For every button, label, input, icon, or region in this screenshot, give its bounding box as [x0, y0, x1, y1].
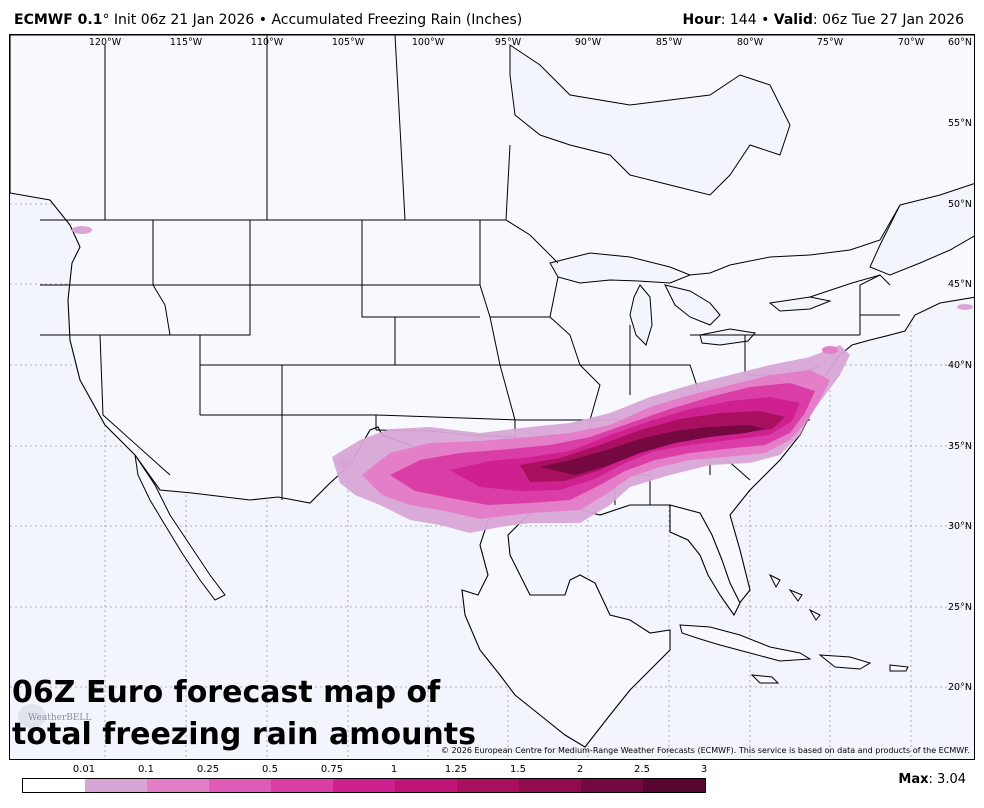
- lat-label: 45°N: [948, 279, 972, 290]
- fzra-spot: [72, 226, 92, 234]
- caption-line-2: total freezing rain amounts: [12, 717, 476, 752]
- lat-label: 50°N: [948, 199, 972, 210]
- legend-tick-label: 1.5: [510, 764, 526, 775]
- legend-swatch: [457, 779, 519, 792]
- product-name: Accumulated Freezing Rain (Inches): [271, 12, 523, 28]
- max-value: Max: 3.04: [898, 772, 966, 787]
- map-title: ECMWF 0.1° Init 06z 21 Jan 2026 • Accumu…: [14, 12, 522, 28]
- legend-swatches: [22, 778, 706, 793]
- lon-label: 70°W: [898, 37, 925, 48]
- fzra-spot: [957, 304, 973, 310]
- legend-tick-label: 0.1: [138, 764, 154, 775]
- legend-swatch: [643, 779, 705, 792]
- political-borders: [40, 35, 901, 515]
- map-caption: 06Z Euro forecast map of total freezing …: [12, 672, 476, 756]
- legend-tick-label: 2.5: [634, 764, 650, 775]
- legend-swatch: [519, 779, 581, 792]
- lat-label: 30°N: [948, 521, 972, 532]
- svg-text:WeatherBELL: WeatherBELL: [28, 713, 91, 723]
- degree-symbol: °: [102, 12, 110, 28]
- lat-label: 40°N: [948, 360, 972, 371]
- model-name: ECMWF 0.1: [14, 12, 103, 28]
- max-number: : 3.04: [928, 772, 966, 787]
- legend-tick-label: 0.75: [320, 764, 344, 775]
- legend-tick-label: 0.5: [262, 764, 278, 775]
- legend-tick-label: 1.25: [444, 764, 468, 775]
- init-time: Init 06z 21 Jan 2026: [113, 12, 255, 28]
- lon-label: 80°W: [737, 37, 764, 48]
- legend-swatch: [147, 779, 209, 792]
- legend-swatch: [209, 779, 271, 792]
- gulf-st-lawrence: [869, 183, 974, 276]
- lon-label: 95°W: [495, 37, 522, 48]
- copyright-notice: © 2026 European Centre for Medium-Range …: [441, 746, 970, 755]
- longitude-labels: 120°W 115°W 110°W 105°W 100°W 95°W 90°W …: [89, 37, 972, 48]
- hudson-bay: [509, 44, 791, 196]
- latitude-labels: 55°N 50°N 45°N 40°N 35°N 30°N 25°N 20°N: [948, 118, 972, 693]
- valid-value: : 06z Tue 27 Jan 2026: [812, 12, 964, 28]
- lon-label: 115°W: [170, 37, 203, 48]
- forecast-map: 120°W 115°W 110°W 105°W 100°W 95°W 90°W …: [9, 34, 975, 760]
- baja-california: [134, 454, 226, 601]
- lat-label: 20°N: [948, 682, 972, 693]
- lon-label: 110°W: [251, 37, 284, 48]
- legend-tick-label: 0.25: [196, 764, 220, 775]
- hour-value: : 144: [720, 12, 757, 28]
- lon-label: 85°W: [656, 37, 683, 48]
- legend-tick-label: 2: [576, 764, 584, 775]
- lon-label: 120°W: [89, 37, 122, 48]
- valid-label: Valid: [773, 12, 813, 28]
- max-label: Max: [898, 772, 929, 787]
- lat-label: 55°N: [948, 118, 972, 129]
- weatherbell-logo: WeatherBELL: [18, 704, 91, 728]
- valid-time: Hour: 144 • Valid: 06z Tue 27 Jan 2026: [683, 12, 965, 28]
- valid-separator: •: [761, 12, 770, 28]
- legend-swatch: [23, 779, 85, 792]
- fzra-spot: [822, 346, 838, 354]
- florida-outline: [669, 504, 741, 617]
- lat-label: 35°N: [948, 441, 972, 452]
- title-separator: •: [258, 12, 267, 28]
- lon-label: 75°W: [817, 37, 844, 48]
- legend-swatch: [85, 779, 147, 792]
- lon-label: 100°W: [412, 37, 445, 48]
- legend-swatch: [271, 779, 333, 792]
- legend-swatch: [581, 779, 643, 792]
- legend-tick-label: 0.01: [72, 764, 96, 775]
- legend-tick-label: 1: [390, 764, 398, 775]
- hour-label: Hour: [682, 12, 721, 28]
- color-legend: 0.01 0.1 0.25 0.5 0.75 1 1.25 1.5 2 2.5 3: [22, 764, 707, 794]
- lat-label: 25°N: [948, 602, 972, 613]
- caribbean-islands: [679, 573, 909, 684]
- legend-tick-label: 3: [700, 764, 708, 775]
- fzra-band-2: [540, 425, 765, 475]
- lat-label: 60°N: [948, 37, 972, 48]
- legend-swatch: [333, 779, 395, 792]
- caption-line-1: 06Z Euro forecast map of: [12, 675, 441, 710]
- fzra-spot: [337, 457, 353, 469]
- freezing-rain-field: [72, 226, 973, 533]
- lon-label: 90°W: [575, 37, 602, 48]
- map-canvas: 120°W 115°W 110°W 105°W 100°W 95°W 90°W …: [10, 35, 974, 759]
- legend-swatch: [395, 779, 457, 792]
- great-lakes: [549, 252, 832, 346]
- lon-label: 105°W: [332, 37, 365, 48]
